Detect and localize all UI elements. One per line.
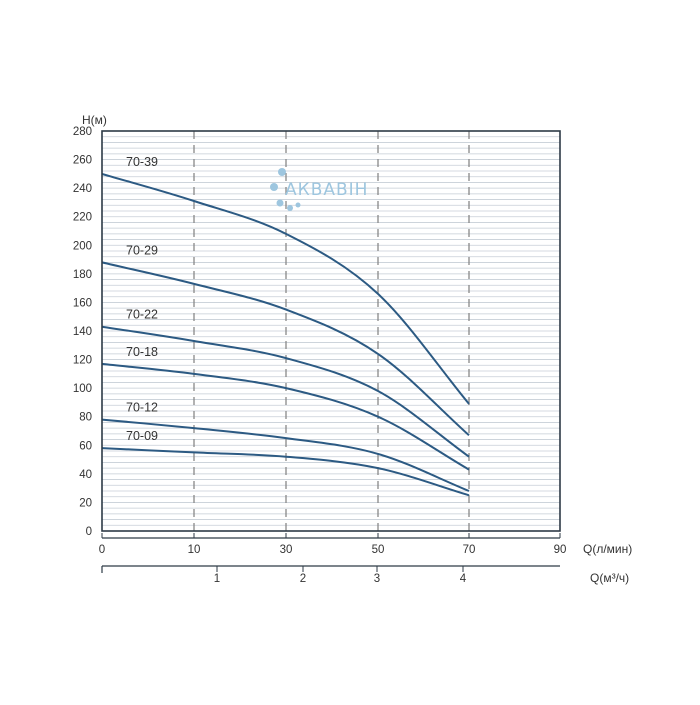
series-label: 70-39 <box>126 155 158 169</box>
x2-tick-label: 3 <box>374 573 380 585</box>
logo-drop-icon <box>278 168 286 176</box>
x-tick-label: 50 <box>372 544 385 556</box>
series-label: 70-09 <box>126 429 158 443</box>
series-label: 70-12 <box>126 401 158 415</box>
series-line <box>101 362 470 471</box>
y-tick-label: 20 <box>79 497 92 509</box>
reference-lines <box>193 131 470 531</box>
x-tick-label: 90 <box>554 544 567 556</box>
logo-text: АКВАВІН <box>285 180 368 200</box>
y-tick-label: 140 <box>73 326 92 338</box>
x-tick-label: 10 <box>188 544 201 556</box>
series-line <box>101 261 470 437</box>
x2-axis-label: Q(м³/ч) <box>590 571 629 585</box>
y-tick-label: 200 <box>73 240 92 252</box>
logo-drop-icon <box>295 202 301 208</box>
plot-border <box>101 130 561 532</box>
y-tick-label: 0 <box>86 526 92 538</box>
y-tick-label: 60 <box>79 440 92 452</box>
y-tick-label: 40 <box>79 469 92 481</box>
y-tick-label: 240 <box>73 183 92 195</box>
logo-drop-icon <box>287 205 293 211</box>
y-tick-label: 220 <box>73 212 92 224</box>
series-label: 70-22 <box>126 308 158 322</box>
series-label: 70-18 <box>126 345 158 359</box>
y-tick-label: 180 <box>73 269 92 281</box>
x-tick-label: 0 <box>99 544 105 556</box>
brand-logo: АКВАВІН <box>270 168 368 211</box>
grid-layer <box>102 136 560 526</box>
y-tick-label: 260 <box>73 155 92 167</box>
series-line <box>101 325 470 458</box>
y-tick-label: 100 <box>73 383 92 395</box>
x2-tick-label: 2 <box>300 573 306 585</box>
x2-tick-label: 1 <box>214 573 220 585</box>
y-tick-label: 160 <box>73 297 92 309</box>
y-axis-label: H(м) <box>82 113 107 127</box>
y-axis-ticks: 0 20 40 60 80 100 120 140 160 180 200 220 240 260 280 <box>73 126 92 538</box>
series-line <box>101 447 470 497</box>
y-tick-label: 80 <box>79 412 92 424</box>
x-axis-label: Q(л/мин) <box>583 542 632 556</box>
x-tick-label: 30 <box>280 544 293 556</box>
series-line <box>101 418 470 492</box>
y-tick-label: 120 <box>73 355 92 367</box>
series-line <box>101 172 470 405</box>
series-label: 70-29 <box>126 243 158 257</box>
x-tick-label: 70 <box>463 544 476 556</box>
logo-drop-icon <box>270 183 278 191</box>
series-layer: 70-39 70-29 70-22 70-18 70-12 70-09 <box>101 155 470 497</box>
logo-drop-icon <box>276 199 284 207</box>
y-tick-label: 280 <box>73 126 92 138</box>
x2-axis: 1 2 3 4 <box>101 565 560 585</box>
x-axis: 0 10 30 50 70 90 <box>99 533 567 556</box>
x2-tick-label: 4 <box>460 573 467 585</box>
